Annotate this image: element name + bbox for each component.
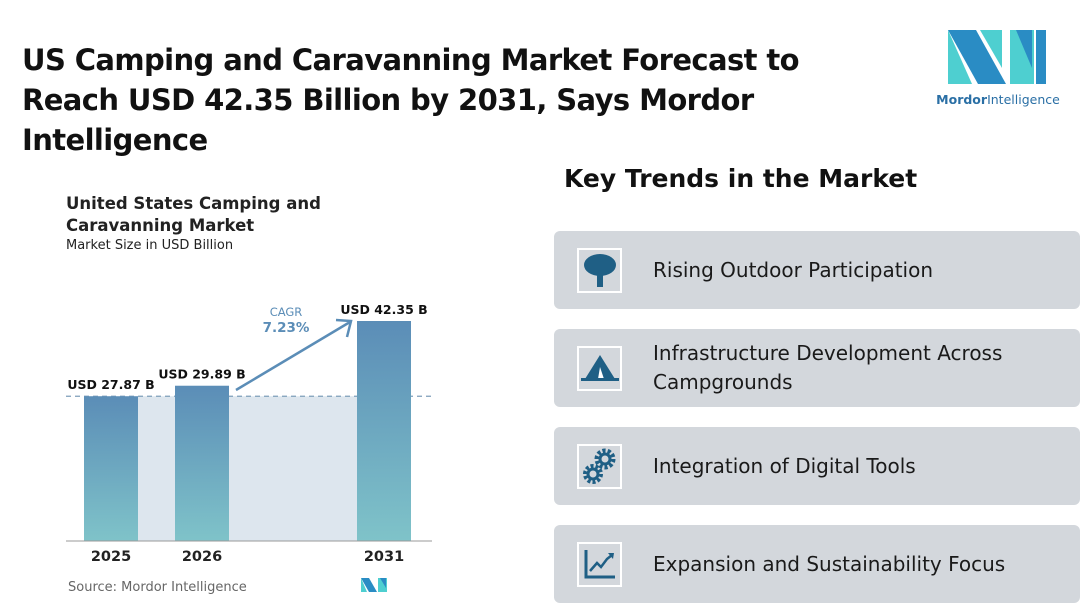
- mordor-logo: MordorIntelligence: [936, 28, 1060, 107]
- data-label: USD 42.35 B: [340, 302, 427, 317]
- trends-title: Key Trends in the Market: [564, 164, 918, 193]
- tent-icon: [577, 345, 622, 391]
- growth-chart-icon: [577, 541, 622, 587]
- tree-icon: [577, 247, 622, 293]
- cagr-arrow: [235, 318, 353, 392]
- trend-card: Infrastructure Development Across Campgr…: [554, 329, 1080, 407]
- data-label: USD 27.87 B: [67, 377, 154, 392]
- chart-source: Source: Mordor Intelligence: [68, 580, 247, 595]
- trend-label: Rising Outdoor Participation: [653, 257, 934, 282]
- bar-2025: [84, 396, 138, 541]
- trend-card: Integration of Digital Tools: [554, 427, 1080, 505]
- logo-text-bold: Mordor: [936, 92, 988, 107]
- bar-2031: [357, 321, 411, 541]
- gears-icon: [577, 443, 622, 489]
- trend-card: Rising Outdoor Participation: [554, 231, 1080, 309]
- data-label: USD 29.89 B: [158, 367, 245, 382]
- x-tick-label: 2025: [91, 549, 131, 565]
- cagr-label: CAGR: [270, 305, 303, 319]
- chart-title: United States Camping and Caravanning Ma…: [66, 194, 321, 235]
- bar-chart: USD 27.87 B 2025 USD 29.89 B 2026 USD 42.35 …: [66, 302, 432, 565]
- x-tick-label: 2031: [364, 549, 404, 565]
- cagr-value: 7.23%: [263, 320, 310, 336]
- trend-label: Expansion and Sustainability Focus: [653, 551, 1006, 576]
- logo-text-light: Intelligence: [987, 92, 1060, 107]
- source-logo-icon: [361, 578, 387, 592]
- mordor-logo-icon: [948, 30, 1046, 84]
- page-title: US Camping and Caravanning Market Foreca…: [22, 43, 800, 157]
- chart-subtitle: Market Size in USD Billion: [66, 238, 234, 253]
- baseline-band: [138, 396, 357, 541]
- trend-card: Expansion and Sustainability Focus: [554, 525, 1080, 603]
- trend-label: Infrastructure Development Across Campgr…: [653, 341, 1003, 394]
- x-tick-label: 2026: [182, 549, 222, 565]
- trend-label: Integration of Digital Tools: [653, 453, 916, 478]
- bar-2026: [175, 385, 229, 541]
